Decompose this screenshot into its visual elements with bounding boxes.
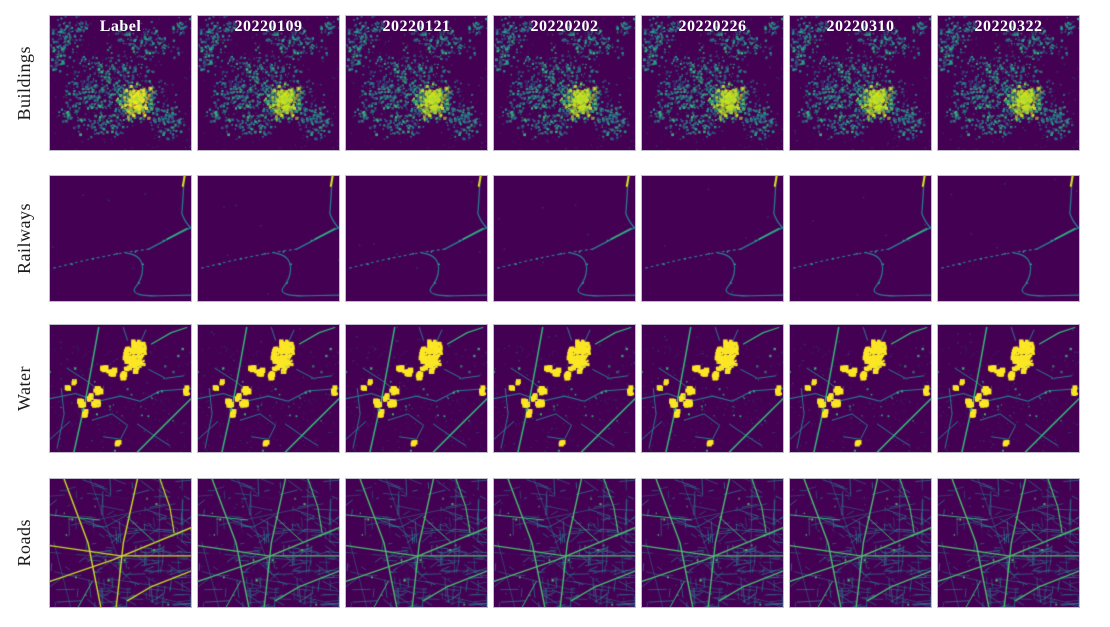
row-label-buildings: Buildings bbox=[0, 15, 49, 151]
panel-buildings-20220310: 20220310 bbox=[789, 15, 932, 151]
panel-image bbox=[790, 176, 931, 301]
panel-buildings-20220202: 20220202 bbox=[493, 15, 636, 151]
panel-buildings-20220121: 20220121 bbox=[345, 15, 488, 151]
panel-railways-20220310 bbox=[789, 175, 932, 302]
row-label-text: Railways bbox=[14, 203, 34, 274]
panel-roads-20220121 bbox=[345, 478, 488, 608]
panel-water-20220202 bbox=[493, 324, 636, 453]
row-label-water: Water bbox=[0, 324, 49, 453]
panel-image bbox=[642, 325, 783, 452]
panel-water-20220121 bbox=[345, 324, 488, 453]
panel-image bbox=[494, 16, 635, 150]
panel-buildings-label: Label bbox=[49, 15, 192, 151]
panel-image bbox=[346, 176, 487, 301]
panel-image bbox=[198, 16, 339, 150]
panel-water-label bbox=[49, 324, 192, 453]
panel-image bbox=[642, 479, 783, 607]
panel-image bbox=[938, 479, 1079, 607]
panel-buildings-20220109: 20220109 bbox=[197, 15, 340, 151]
panel-image bbox=[642, 176, 783, 301]
panel-roads-20220322 bbox=[937, 478, 1080, 608]
panel-water-20220226 bbox=[641, 324, 784, 453]
panel-railways-label bbox=[49, 175, 192, 302]
panel-railways-20220226 bbox=[641, 175, 784, 302]
panel-image bbox=[790, 479, 931, 607]
row-label-railways: Railways bbox=[0, 175, 49, 302]
panel-image bbox=[198, 479, 339, 607]
panel-image bbox=[198, 176, 339, 301]
panel-image bbox=[346, 479, 487, 607]
panel-roads-20220202 bbox=[493, 478, 636, 608]
panel-image bbox=[50, 325, 191, 452]
panel-image bbox=[50, 479, 191, 607]
panel-image bbox=[494, 325, 635, 452]
panel-railways-20220109 bbox=[197, 175, 340, 302]
panel-image bbox=[790, 325, 931, 452]
panel-water-20220310 bbox=[789, 324, 932, 453]
panel-railways-20220322 bbox=[937, 175, 1080, 302]
panel-roads-20220109 bbox=[197, 478, 340, 608]
panel-image bbox=[494, 176, 635, 301]
panel-roads-20220226 bbox=[641, 478, 784, 608]
panel-image bbox=[938, 176, 1079, 301]
figure-row-roads: Roads bbox=[0, 478, 1110, 608]
panel-image bbox=[346, 16, 487, 150]
panel-roads-label bbox=[49, 478, 192, 608]
panel-image bbox=[938, 16, 1079, 150]
panel-image bbox=[938, 325, 1079, 452]
panel-water-20220322 bbox=[937, 324, 1080, 453]
figure-row-buildings: Buildings Label 20220109 20220121 20220202 20… bbox=[0, 15, 1110, 151]
panel-railways-20220202 bbox=[493, 175, 636, 302]
panel-buildings-20220226: 20220226 bbox=[641, 15, 784, 151]
row-label-text: Buildings bbox=[14, 45, 34, 121]
panel-railways-20220121 bbox=[345, 175, 488, 302]
figure-row-railways: Railways bbox=[0, 175, 1110, 302]
panel-image bbox=[494, 479, 635, 607]
panel-water-20220109 bbox=[197, 324, 340, 453]
panel-buildings-20220322: 20220322 bbox=[937, 15, 1080, 151]
row-label-text: Roads bbox=[14, 519, 34, 567]
panel-image bbox=[50, 176, 191, 301]
row-label-text: Water bbox=[14, 365, 34, 412]
figure-row-water: Water bbox=[0, 324, 1110, 453]
panel-image bbox=[642, 16, 783, 150]
panel-image bbox=[50, 16, 191, 150]
row-label-roads: Roads bbox=[0, 478, 49, 608]
panel-image bbox=[346, 325, 487, 452]
panel-image bbox=[198, 325, 339, 452]
panel-roads-20220310 bbox=[789, 478, 932, 608]
panel-image bbox=[790, 16, 931, 150]
